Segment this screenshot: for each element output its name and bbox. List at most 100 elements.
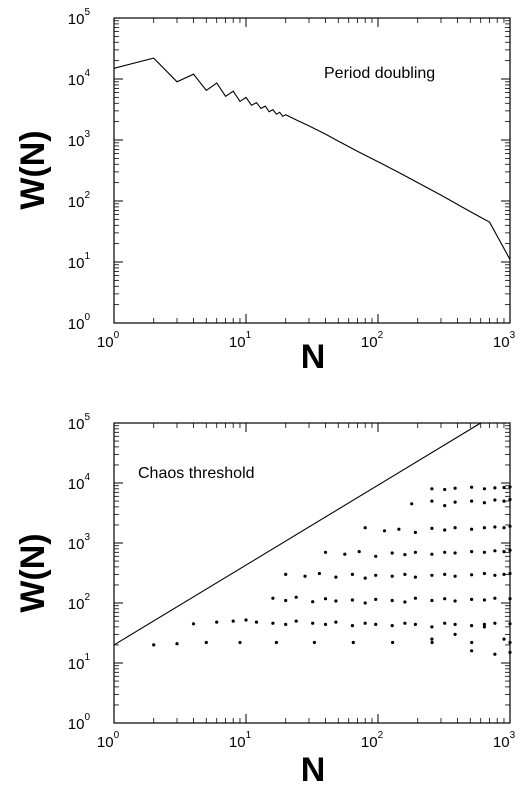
scatter-point bbox=[254, 620, 259, 624]
scatter-point bbox=[374, 597, 378, 602]
x-tick-label: 100 bbox=[97, 330, 120, 351]
y-tick-label: 103 bbox=[68, 532, 91, 553]
y-tick-label: 104 bbox=[68, 472, 91, 493]
scatter-point bbox=[502, 485, 506, 490]
scatter-point bbox=[390, 574, 394, 578]
scatter-point bbox=[470, 573, 474, 577]
axis-ticks: 100 101 102 103 100 101 102 103 104 105 bbox=[68, 412, 516, 751]
scatter-point bbox=[453, 551, 457, 555]
scatter-point bbox=[443, 528, 447, 532]
scatter-point bbox=[508, 650, 512, 655]
x-tick-label: 101 bbox=[229, 730, 252, 751]
axis-ticks: 100 101 102 103 100 101 102 103 104 105 bbox=[68, 7, 516, 351]
scatter-point bbox=[443, 597, 447, 601]
scatter-point bbox=[391, 640, 395, 645]
data-marks bbox=[113, 422, 512, 656]
scatter-point bbox=[482, 487, 486, 491]
scatter-point bbox=[482, 571, 486, 576]
scatter-point bbox=[294, 619, 298, 623]
y-tick-label: 100 bbox=[68, 312, 91, 333]
scatter-point bbox=[453, 486, 457, 490]
y-tick-label: 102 bbox=[68, 190, 91, 211]
scatter-point bbox=[284, 572, 288, 577]
scatter-point bbox=[175, 642, 179, 646]
scatter-point bbox=[413, 575, 417, 579]
scatter-point bbox=[317, 571, 321, 576]
scatter-point bbox=[413, 622, 417, 627]
scatter-point bbox=[470, 640, 474, 645]
scatter-point bbox=[502, 499, 506, 503]
scatter-point bbox=[482, 501, 486, 505]
scatter-point bbox=[410, 502, 414, 506]
scatter-point bbox=[363, 621, 367, 625]
scatter-point bbox=[453, 632, 457, 637]
scatter-point bbox=[508, 597, 512, 601]
scatter-point bbox=[363, 526, 367, 530]
scatter-point bbox=[312, 640, 316, 645]
panel-annotation: Chaos threshold bbox=[138, 465, 255, 482]
scatter-point bbox=[430, 637, 434, 641]
scatter-point bbox=[323, 597, 328, 601]
scatter-point bbox=[453, 526, 457, 530]
scatter-point bbox=[482, 550, 486, 554]
scatter-point bbox=[508, 485, 512, 489]
panel-annotation: Period doubling bbox=[324, 65, 435, 82]
scatter-point bbox=[470, 597, 474, 602]
y-tick-label: 105 bbox=[68, 7, 91, 28]
scatter-point bbox=[470, 624, 474, 628]
scatter-point bbox=[413, 550, 417, 554]
scatter-point bbox=[343, 552, 347, 556]
scatter-point bbox=[493, 573, 497, 577]
scatter-point bbox=[453, 622, 457, 627]
scatter-point bbox=[351, 640, 355, 645]
scatter-point bbox=[374, 573, 378, 577]
scatter-point bbox=[470, 550, 474, 554]
scatter-point bbox=[303, 574, 307, 578]
scatter-point bbox=[374, 554, 378, 558]
scatter-point bbox=[397, 527, 401, 531]
y-axis-label: W(N) bbox=[14, 130, 52, 209]
scatter-point bbox=[493, 621, 497, 625]
scatter-point bbox=[453, 574, 457, 578]
scatter-point bbox=[334, 575, 338, 579]
scatter-point bbox=[390, 624, 394, 628]
scatter-point bbox=[363, 601, 367, 605]
scatter-point bbox=[508, 497, 512, 502]
scatter-point bbox=[294, 595, 298, 599]
scatter-point bbox=[443, 572, 447, 577]
scatter-point bbox=[470, 527, 474, 531]
scatter-point bbox=[482, 622, 486, 627]
scatter-point bbox=[357, 550, 361, 554]
x-tick-label: 102 bbox=[361, 330, 384, 351]
plot-frame bbox=[113, 17, 511, 324]
scatter-point bbox=[443, 504, 447, 508]
y-tick-label: 100 bbox=[68, 712, 91, 733]
scatter-point bbox=[311, 600, 315, 604]
scatter-point bbox=[502, 526, 506, 530]
x-tick-label: 100 bbox=[97, 730, 120, 751]
scatter-point bbox=[430, 598, 434, 603]
scatter-point bbox=[413, 530, 417, 535]
y-tick-label: 104 bbox=[68, 68, 91, 89]
scatter-point bbox=[493, 498, 497, 502]
scatter-point bbox=[403, 553, 407, 557]
scatter-point bbox=[430, 552, 434, 556]
x-tick-label: 102 bbox=[361, 730, 384, 751]
scatter-point bbox=[482, 625, 486, 629]
series-line bbox=[113, 57, 511, 260]
scatter-point bbox=[430, 640, 434, 645]
scatter-point bbox=[508, 571, 512, 576]
scatter-point bbox=[271, 621, 275, 625]
scatter-point bbox=[502, 637, 506, 641]
scatter-point bbox=[508, 548, 512, 552]
scatter-point bbox=[374, 622, 378, 627]
scatter-point bbox=[215, 620, 219, 624]
y-tick-label: 103 bbox=[68, 129, 91, 150]
scatter-point bbox=[493, 549, 497, 553]
scatter-point bbox=[470, 649, 474, 653]
y-axis-label: W(N) bbox=[14, 533, 52, 612]
scatter-point bbox=[334, 599, 338, 603]
scatter-point bbox=[284, 622, 288, 627]
y-tick-label: 101 bbox=[68, 652, 91, 673]
